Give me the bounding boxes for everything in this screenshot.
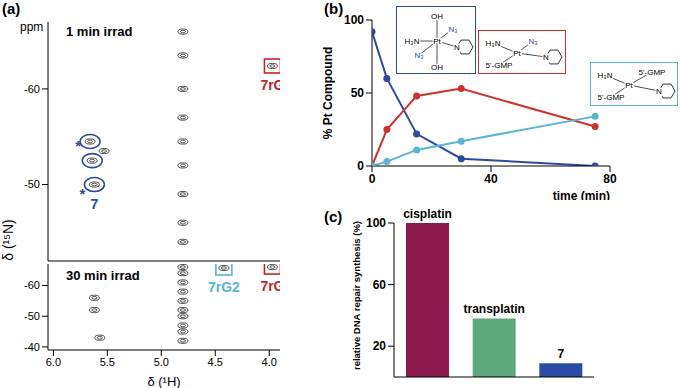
svg-text:N₃: N₃ (448, 25, 457, 34)
svg-text:7rG: 7rG (260, 77, 280, 93)
svg-text:7rG: 7rG (260, 278, 280, 294)
svg-text:Pt: Pt (513, 49, 521, 58)
html-text:30 min irrad: 30 min irrad (66, 268, 140, 283)
svg-text:6.0: 6.0 (46, 356, 61, 368)
svg-text:H₃N: H₃N (598, 71, 613, 80)
svg-text:7: 7 (557, 347, 564, 361)
svg-text:4.5: 4.5 (208, 356, 223, 368)
svg-text:5.0: 5.0 (154, 356, 169, 368)
svg-text:7rG2: 7rG2 (208, 279, 240, 295)
svg-text:5.5: 5.5 (100, 356, 115, 368)
svg-text:0: 0 (369, 172, 376, 186)
svg-text:4.0: 4.0 (262, 356, 277, 368)
svg-text:Pt: Pt (625, 81, 633, 90)
svg-text:20: 20 (373, 339, 387, 353)
svg-text:OH: OH (431, 12, 443, 21)
svg-text:N: N (543, 53, 549, 62)
html-text:ppm: ppm (20, 20, 44, 34)
svg-text:*: * (75, 137, 81, 154)
svg-text:N: N (454, 43, 460, 52)
html-text:(c): (c) (324, 208, 343, 225)
svg-text:transplatin: transplatin (463, 302, 524, 316)
svg-text:40: 40 (484, 172, 498, 186)
svg-text:-60: -60 (24, 279, 40, 291)
svg-text:0: 0 (357, 159, 364, 173)
svg-text:*: * (80, 185, 86, 202)
html-text:δ (¹⁵N): δ (¹⁵N) (0, 219, 16, 261)
svg-text:H₃N: H₃N (405, 37, 420, 46)
svg-text:-60: -60 (24, 83, 40, 95)
svg-text:N₃: N₃ (528, 37, 537, 46)
svg-text:H₃N: H₃N (486, 39, 501, 48)
svg-text:N₃: N₃ (414, 51, 423, 60)
html-text:(b): (b) (324, 0, 344, 17)
html-text:(a): (a) (2, 0, 21, 17)
svg-text:60: 60 (373, 278, 387, 292)
svg-text:100: 100 (366, 216, 386, 230)
html-text:1 min irrad: 1 min irrad (66, 24, 133, 39)
svg-text:OH: OH (431, 63, 443, 72)
svg-text:N: N (656, 87, 662, 96)
svg-text:5'-GMP: 5'-GMP (639, 68, 666, 77)
svg-text:80: 80 (603, 172, 617, 186)
svg-text:Pt: Pt (433, 37, 441, 46)
svg-text:-50: -50 (24, 178, 40, 190)
svg-text:cisplatin: cisplatin (403, 207, 452, 221)
svg-text:5'-GMP: 5'-GMP (598, 93, 625, 102)
svg-text:5'-GMP: 5'-GMP (486, 61, 513, 70)
svg-text:% Pt Compound: % Pt Compound (322, 47, 335, 140)
svg-text:7: 7 (91, 196, 99, 212)
svg-text:100: 100 (344, 13, 364, 27)
svg-text:-40: -40 (24, 341, 40, 353)
svg-text:time (min): time (min) (553, 189, 610, 200)
svg-text:-50: -50 (24, 310, 40, 322)
svg-text:δ (¹H): δ (¹H) (147, 374, 180, 388)
html-text:relative DNA repair synthesis: relative DNA repair synthesis (%) (350, 221, 362, 370)
svg-text:50: 50 (351, 86, 365, 100)
